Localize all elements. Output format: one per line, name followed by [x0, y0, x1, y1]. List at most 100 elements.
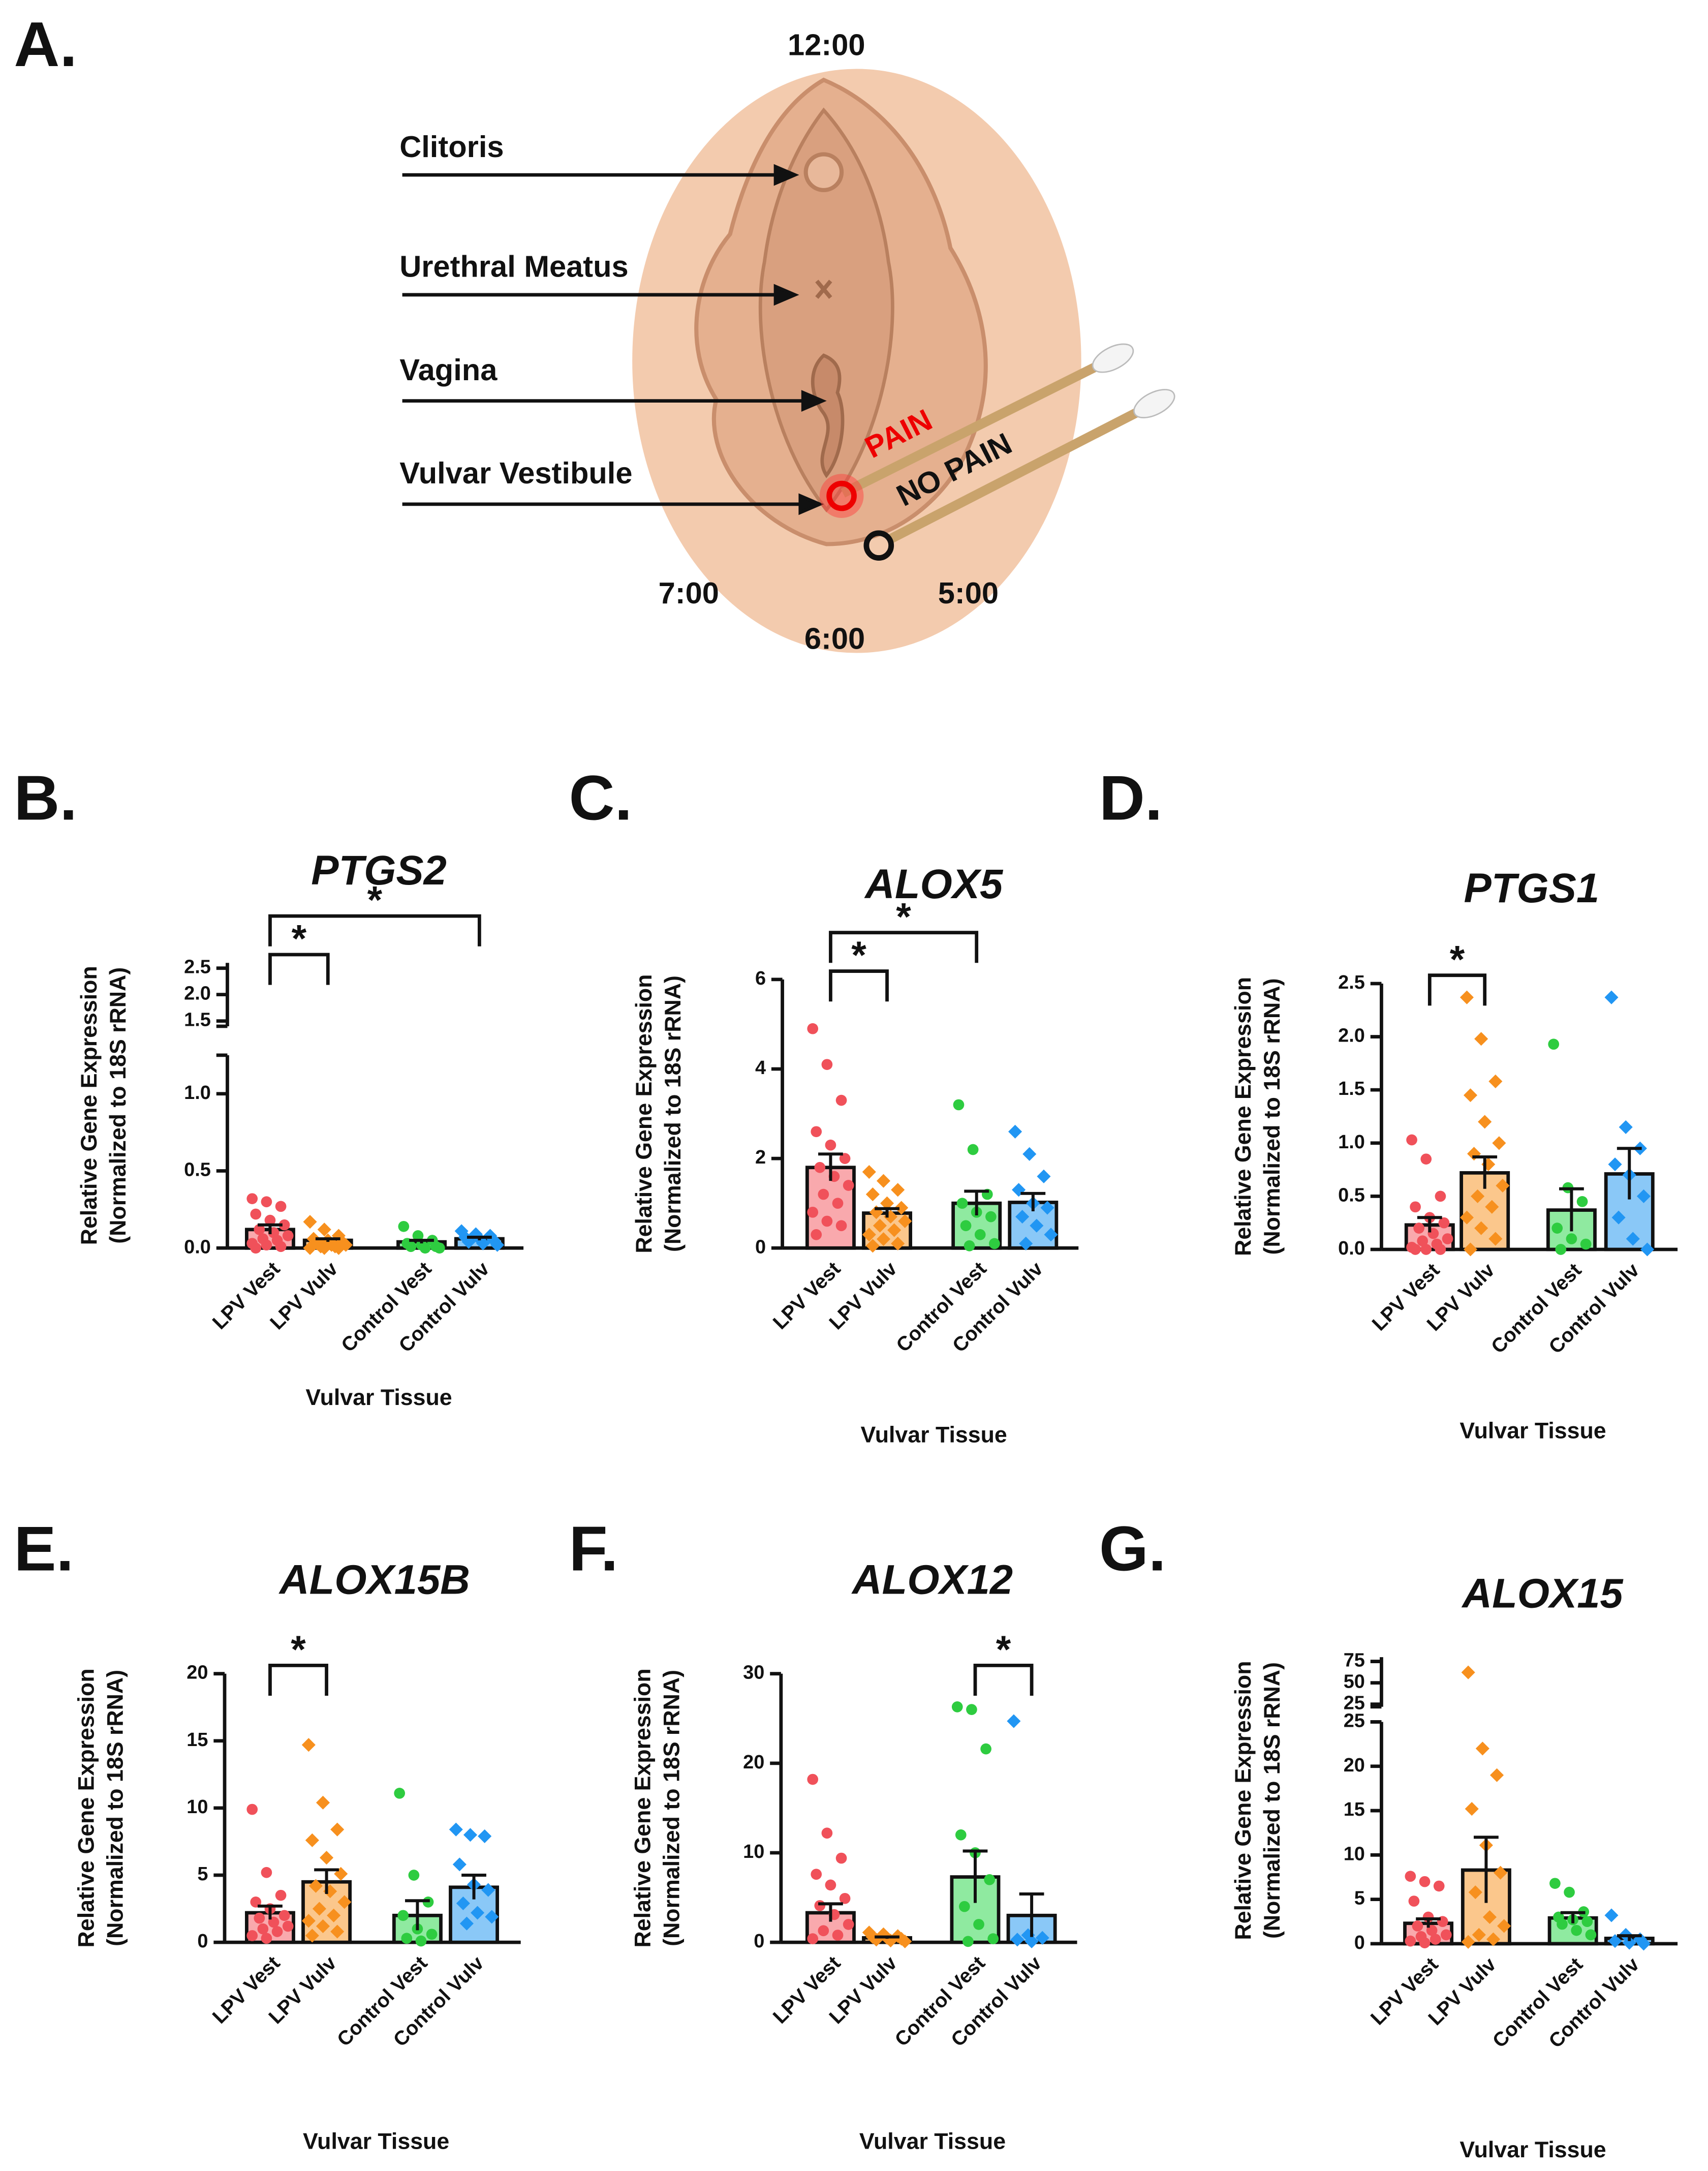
- error-bar: [964, 1189, 989, 1215]
- y-axis-label: Relative Gene Expression: [1231, 1661, 1256, 1940]
- significance-bracket: [268, 914, 481, 946]
- error-bar: [258, 1904, 283, 1920]
- data-point: [1489, 1768, 1504, 1782]
- data-point: [1571, 1924, 1582, 1936]
- y-tick-label: 25: [1344, 1693, 1365, 1714]
- error-bar: [258, 1223, 283, 1234]
- significance-label: *: [851, 934, 866, 977]
- data-point: [1413, 1222, 1424, 1234]
- y-tick-label: 1.0: [1338, 1132, 1365, 1153]
- y-axis-label: (Normalized to 18S rRNA): [1260, 978, 1285, 1255]
- data-point: [880, 1196, 894, 1210]
- y-tick-label: 10: [1344, 1843, 1365, 1864]
- data-point: [1604, 990, 1619, 1004]
- data-point: [1420, 1244, 1432, 1255]
- y-axis-label: Relative Gene Expression: [1231, 977, 1256, 1256]
- data-point: [1419, 1937, 1431, 1948]
- data-point: [412, 1230, 424, 1241]
- y-axis-label: (Normalized to 18S rRNA): [106, 967, 131, 1244]
- data-point: [962, 1936, 974, 1947]
- data-point: [955, 1829, 967, 1841]
- label: Vagina: [399, 353, 498, 387]
- x-axis-label: Vulvar Tissue: [861, 1422, 1007, 1447]
- data-point: [989, 1238, 1000, 1249]
- data-point: [862, 1165, 876, 1179]
- y-tick-label: 0: [754, 1931, 764, 1952]
- data-point: [1636, 1189, 1651, 1203]
- y-axis-label: (Normalized to 18S rRNA): [103, 1670, 128, 1946]
- data-point: [264, 1214, 276, 1226]
- data-point: [1576, 1196, 1588, 1207]
- data-point: [1461, 1665, 1475, 1679]
- data-point: [1488, 1074, 1503, 1088]
- error-bar: [409, 1239, 434, 1244]
- data-point: [1435, 1244, 1446, 1255]
- data-point: [397, 1910, 409, 1921]
- error-bar: [1019, 1892, 1044, 1937]
- y-tick-label: 1.0: [184, 1082, 211, 1104]
- data-point: [1406, 1134, 1417, 1146]
- significance-bracket: [829, 969, 889, 1002]
- y-axis-label: Relative Gene Expression: [630, 1668, 655, 1947]
- data-point: [317, 1222, 331, 1237]
- label: Urethral Meatus: [399, 250, 629, 284]
- y-axis-label: (Normalized to 18S rRNA): [659, 1670, 684, 1946]
- data-point: [449, 1822, 463, 1837]
- significance-bracket: [268, 953, 330, 985]
- significance-label: *: [996, 1628, 1011, 1671]
- data-point: [1405, 1871, 1416, 1882]
- y-tick-label: 2.5: [1338, 972, 1365, 993]
- data-point: [862, 1228, 876, 1242]
- error-bar: [315, 1237, 340, 1242]
- data-point: [463, 1828, 478, 1842]
- significance-label: *: [896, 895, 911, 938]
- data-point: [408, 1870, 420, 1881]
- y-tick-label: 0.0: [184, 1236, 211, 1258]
- y-axis-label: (Normalized to 18S rRNA): [1260, 1662, 1285, 1939]
- pain-site: [826, 480, 857, 511]
- data-point: [490, 1238, 505, 1252]
- data-point: [1636, 1937, 1651, 1951]
- data-point: [987, 1933, 999, 1944]
- data-point: [818, 1188, 829, 1200]
- data-point: [832, 1198, 844, 1209]
- data-point: [973, 1919, 984, 1930]
- data-point: [405, 1241, 417, 1252]
- y-tick-label: 15: [187, 1729, 208, 1751]
- data-point: [316, 1919, 330, 1933]
- data-point: [1611, 1210, 1626, 1225]
- y-tick-label: 20: [743, 1752, 764, 1773]
- clock-label: 12:00: [788, 27, 865, 62]
- data-point: [807, 1023, 819, 1034]
- data-point: [1566, 1233, 1577, 1244]
- bar: [1461, 1868, 1511, 1946]
- data-point: [835, 1852, 847, 1864]
- error-bar: [875, 1207, 899, 1218]
- data-point: [1405, 1935, 1416, 1947]
- data-point: [1626, 1232, 1640, 1246]
- y-tick-label: 15: [1344, 1799, 1365, 1820]
- data-point: [1419, 1876, 1431, 1887]
- data-point: [1474, 1032, 1488, 1046]
- data-point: [843, 1919, 854, 1930]
- error-bar: [1416, 1917, 1441, 1928]
- data-point: [250, 1208, 262, 1220]
- swab-stick: [886, 405, 1145, 544]
- data-point: [1608, 1934, 1622, 1948]
- x-axis-label: Vulvar Tissue: [1459, 1418, 1606, 1443]
- panel-a: A. Clitoris Urethral Meatus Vagina Vulva…: [14, 9, 1175, 655]
- data-point: [960, 1220, 972, 1232]
- y-tick-label: 5: [197, 1863, 208, 1885]
- data-point: [1640, 1242, 1655, 1257]
- data-point: [485, 1910, 499, 1924]
- panel-letter: A.: [14, 9, 77, 80]
- data-point: [1030, 1218, 1044, 1233]
- y-tick-label: 1.5: [184, 1010, 211, 1031]
- chart-title: PTGS1: [1464, 865, 1600, 911]
- data-point: [835, 1094, 847, 1106]
- error-bar: [1617, 1147, 1642, 1200]
- data-point: [1485, 1200, 1499, 1214]
- data-point: [811, 1126, 822, 1138]
- x-axis-label: Vulvar Tissue: [305, 1385, 452, 1410]
